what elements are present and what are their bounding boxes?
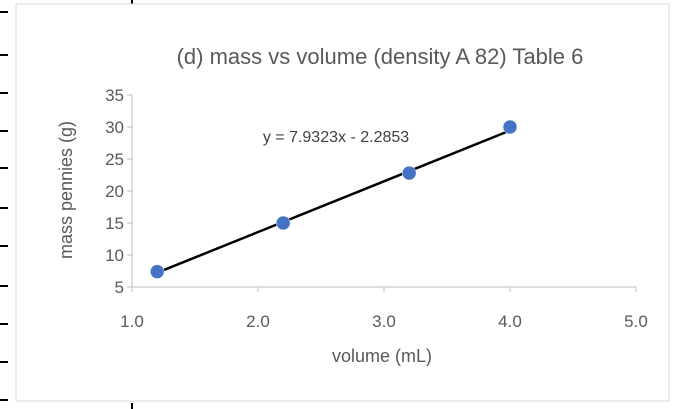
y-tick-label: 10	[105, 246, 124, 265]
y-axis-title: mass pennies (g)	[56, 121, 76, 259]
y-tick-label: 15	[105, 214, 124, 233]
trendline-equation: y = 7.9323x - 2.2853	[263, 129, 409, 146]
y-tick-label: 25	[105, 150, 124, 169]
data-points	[149, 119, 518, 279]
data-point	[149, 264, 165, 279]
chart-title: (d) mass vs volume (density A 82) Table …	[177, 44, 584, 69]
x-tick-label: 1.0	[120, 312, 144, 331]
trendline	[156, 129, 511, 274]
y-tick-label: 5	[115, 278, 124, 297]
x-tick-label: 2.0	[246, 312, 270, 331]
x-tick-label: 4.0	[498, 312, 522, 331]
trendline-group	[156, 129, 511, 274]
axes	[127, 94, 637, 292]
data-point	[401, 165, 417, 181]
y-tick-label: 35	[105, 86, 124, 105]
data-point	[502, 119, 518, 135]
x-axis-title: volume (mL)	[332, 346, 432, 366]
y-tick-labels: 5 10 15 20 25 30 35	[105, 86, 124, 297]
x-tick-label: 3.0	[372, 312, 396, 331]
x-tick-label: 5.0	[624, 312, 648, 331]
y-tick-label: 20	[105, 182, 124, 201]
data-point	[275, 215, 291, 231]
y-tick-label: 30	[105, 118, 124, 137]
chart-frame	[15, 3, 670, 402]
page-edge-marks	[0, 11, 8, 401]
x-tick-labels: 1.0 2.0 3.0 4.0 5.0	[120, 312, 648, 331]
